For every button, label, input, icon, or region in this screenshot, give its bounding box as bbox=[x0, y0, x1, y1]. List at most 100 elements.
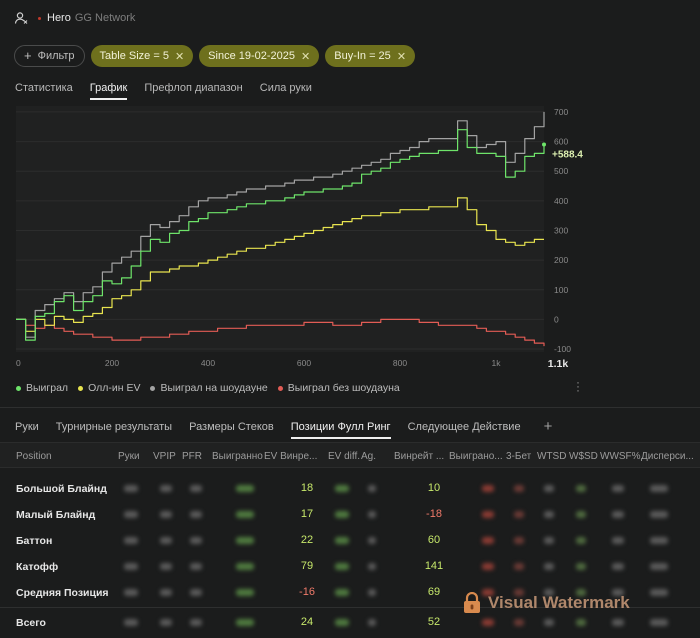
row-position: Большой Блайнд bbox=[16, 483, 107, 495]
total-divider bbox=[0, 607, 700, 608]
tab-hand-strength[interactable]: Сила руки bbox=[259, 82, 312, 94]
obscured-cell bbox=[482, 619, 494, 626]
header-bar: Hero GG Network bbox=[14, 10, 135, 26]
obscured-cell bbox=[514, 589, 524, 596]
tab-graph[interactable]: График bbox=[89, 82, 128, 100]
close-icon[interactable]: ✕ bbox=[174, 50, 185, 63]
col-hands[interactable]: Руки bbox=[118, 451, 140, 462]
close-icon[interactable]: ✕ bbox=[301, 50, 311, 63]
col-aggression[interactable]: Ag. bbox=[361, 451, 377, 462]
main-tabs: Статистика График Префлоп диапазон Сила … bbox=[15, 82, 329, 100]
close-icon[interactable]: ✕ bbox=[396, 50, 407, 63]
legend-item-non-showdown[interactable]: Выиграл без шоудауна bbox=[277, 382, 400, 394]
x-max-label: 1.1k bbox=[548, 358, 569, 370]
table-row[interactable]: Средняя Позиция -16 69 bbox=[0, 580, 700, 605]
obscured-cell bbox=[236, 485, 254, 492]
obscured-cell bbox=[650, 485, 668, 492]
tab-hands[interactable]: Руки bbox=[15, 421, 39, 433]
col-wwsf[interactable]: WWSF% bbox=[600, 451, 641, 462]
report-tabs: Руки Турнирные результаты Размеры Стеков… bbox=[15, 418, 553, 439]
col-variance[interactable]: Дисперси... bbox=[641, 451, 694, 462]
y-tick-label: 300 bbox=[554, 225, 568, 235]
obscured-cell bbox=[650, 537, 668, 544]
obscured-cell bbox=[544, 619, 554, 626]
col-won[interactable]: Выигранно bbox=[212, 451, 263, 462]
filter-chip-label: Table Size = 5 bbox=[99, 50, 169, 62]
filter-chip-buy-in[interactable]: Buy-In = 25 ✕ bbox=[325, 45, 416, 67]
table-row[interactable]: Баттон 22 60 bbox=[0, 528, 700, 553]
obscured-cell bbox=[124, 537, 138, 544]
obscured-cell bbox=[190, 485, 202, 492]
add-tab-icon[interactable]: + bbox=[543, 418, 553, 435]
table-total-row[interactable]: Всего 24 52 bbox=[0, 610, 700, 635]
legend-label: Выиграл bbox=[26, 382, 69, 394]
tab-tournament-results[interactable]: Турнирные результаты bbox=[55, 421, 173, 433]
chart-legend: Выиграл Олл-ин EV Выиграл на шоудауне Вы… bbox=[16, 382, 400, 394]
table-row[interactable]: Большой Блайнд 18 10 bbox=[0, 476, 700, 501]
col-won-2[interactable]: Выиграно... bbox=[449, 451, 503, 462]
legend-item-showdown[interactable]: Выиграл на шоудауне bbox=[150, 382, 268, 394]
filter-chip-table-size[interactable]: Table Size = 5 ✕ bbox=[90, 45, 194, 67]
obscured-cell bbox=[612, 589, 624, 596]
legend-swatch bbox=[277, 385, 283, 391]
row-ev-winrate: 17 bbox=[300, 508, 314, 520]
watermark-text: Visual Watermark bbox=[488, 593, 630, 612]
obscured-cell bbox=[368, 485, 376, 492]
row-winrate: 60 bbox=[427, 534, 441, 546]
obscured-cell bbox=[576, 537, 586, 544]
obscured-cell bbox=[576, 589, 586, 596]
obscured-cell bbox=[650, 511, 668, 518]
y-tick-label: 600 bbox=[554, 137, 568, 147]
legend-item-allin-ev[interactable]: Олл-ин EV bbox=[78, 382, 140, 394]
col-wtsd[interactable]: WTSD bbox=[537, 451, 567, 462]
legend-label: Олл-ин EV bbox=[88, 382, 141, 394]
tab-statistics[interactable]: Статистика bbox=[15, 82, 73, 94]
table-row[interactable]: Малый Блайнд 17 -18 bbox=[0, 502, 700, 527]
obscured-cell bbox=[190, 537, 202, 544]
obscured-cell bbox=[612, 485, 624, 492]
filter-chip-since[interactable]: Since 19-02-2025 ✕ bbox=[199, 45, 320, 67]
col-winrate[interactable]: Винрейт ... bbox=[394, 451, 445, 462]
obscured-cell bbox=[236, 563, 254, 570]
obscured-cell bbox=[650, 589, 668, 596]
user-icon[interactable] bbox=[14, 11, 28, 25]
col-ev-winrate[interactable]: EV Винре... bbox=[264, 451, 318, 462]
col-ev-diff[interactable]: EV diff. bbox=[328, 451, 361, 462]
y-tick-label: 200 bbox=[554, 255, 568, 265]
kebab-icon[interactable]: · · · bbox=[576, 375, 580, 397]
tab-positions-full-ring[interactable]: Позиции Фулл Ринг bbox=[290, 421, 391, 439]
y-tick-label: 100 bbox=[554, 285, 568, 295]
tab-preflop-range[interactable]: Префлоп диапазон bbox=[144, 82, 243, 94]
col-wsd[interactable]: W$SD bbox=[569, 451, 598, 462]
y-tick-label: 500 bbox=[554, 166, 568, 176]
legend-item-won[interactable]: Выиграл bbox=[16, 382, 68, 394]
col-3bet[interactable]: 3-Бет bbox=[506, 451, 532, 462]
row-ev-winrate: 22 bbox=[300, 534, 314, 546]
obscured-cell bbox=[544, 511, 554, 518]
tab-next-action[interactable]: Следующее Действие bbox=[407, 421, 521, 433]
col-pfr[interactable]: PFR bbox=[182, 451, 202, 462]
series-line-1 bbox=[16, 197, 544, 332]
obscured-cell bbox=[236, 537, 254, 544]
obscured-cell bbox=[514, 537, 524, 544]
divider bbox=[0, 407, 700, 408]
table-row[interactable]: Катофф 79 141 bbox=[0, 554, 700, 579]
obscured-cell bbox=[335, 485, 349, 492]
obscured-cell bbox=[124, 619, 138, 626]
obscured-cell bbox=[236, 619, 254, 626]
row-position: Малый Блайнд bbox=[16, 509, 96, 521]
row-ev-winrate: 24 bbox=[300, 616, 314, 628]
row-winrate: -18 bbox=[426, 508, 442, 520]
col-vpip[interactable]: VPIP bbox=[153, 451, 176, 462]
obscured-cell bbox=[335, 563, 349, 570]
legend-swatch bbox=[78, 385, 84, 391]
col-position[interactable]: Position bbox=[16, 451, 52, 462]
series-line-0 bbox=[16, 129, 545, 341]
add-filter-button[interactable]: + Фильтр bbox=[14, 45, 85, 67]
obscured-cell bbox=[544, 537, 554, 544]
obscured-cell bbox=[160, 563, 172, 570]
obscured-cell bbox=[514, 485, 524, 492]
obscured-cell bbox=[514, 619, 524, 626]
status-dot bbox=[38, 16, 41, 20]
tab-stack-sizes[interactable]: Размеры Стеков bbox=[189, 421, 274, 433]
